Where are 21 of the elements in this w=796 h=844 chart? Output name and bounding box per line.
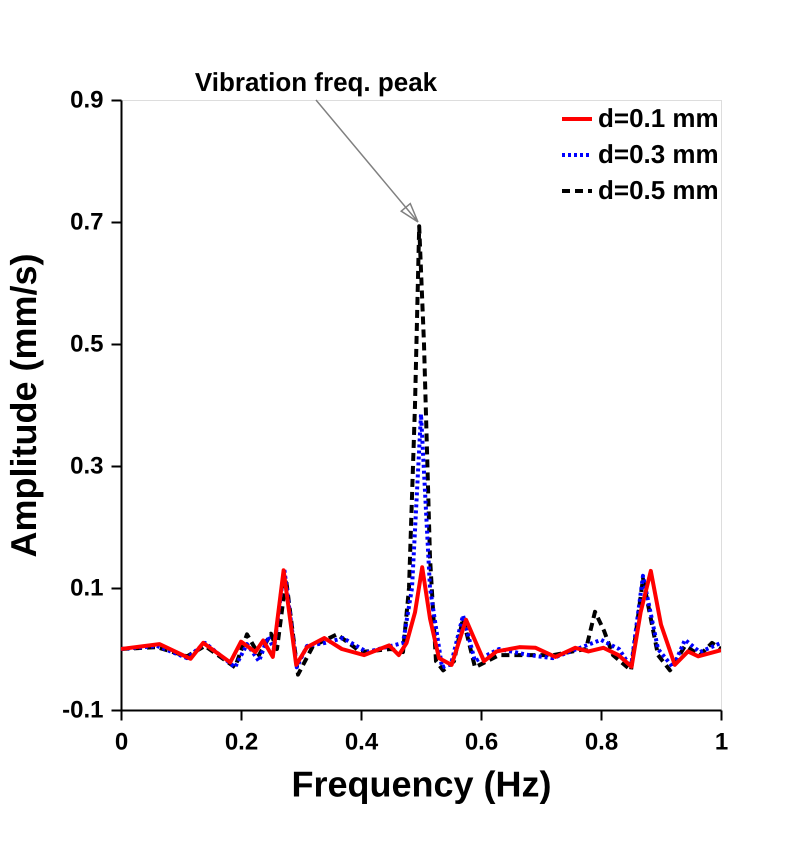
y-tick-label: 0.7 bbox=[70, 208, 104, 236]
x-axis-title: Frequency (Hz) bbox=[291, 764, 552, 804]
annotation: Vibration freq. peak bbox=[194, 67, 438, 97]
legend-label: d=0.1 mm bbox=[598, 103, 719, 133]
x-tick-label: 0 bbox=[114, 728, 128, 756]
line-series bbox=[121, 224, 721, 677]
x-tick-label: 0.4 bbox=[344, 728, 379, 756]
y-tick-label: 0.1 bbox=[70, 574, 104, 602]
line-series bbox=[121, 412, 721, 670]
y-tick-label: 0.3 bbox=[70, 452, 104, 480]
line-series bbox=[121, 565, 721, 669]
legend-label: d=0.5 mm bbox=[598, 175, 719, 205]
legend-label: d=0.3 mm bbox=[598, 139, 719, 169]
x-tick-label: 0.6 bbox=[464, 728, 498, 756]
x-tick-label: 0.8 bbox=[584, 728, 618, 756]
y-tick-label: -0.1 bbox=[62, 696, 104, 724]
y-tick-label: 0.9 bbox=[70, 86, 104, 114]
x-tick-label: 0.2 bbox=[224, 728, 258, 756]
y-axis-title: Amplitude (mm/s) bbox=[3, 253, 44, 558]
x-tick-label: 1 bbox=[714, 728, 728, 756]
y-tick-label: 0.5 bbox=[70, 330, 104, 358]
